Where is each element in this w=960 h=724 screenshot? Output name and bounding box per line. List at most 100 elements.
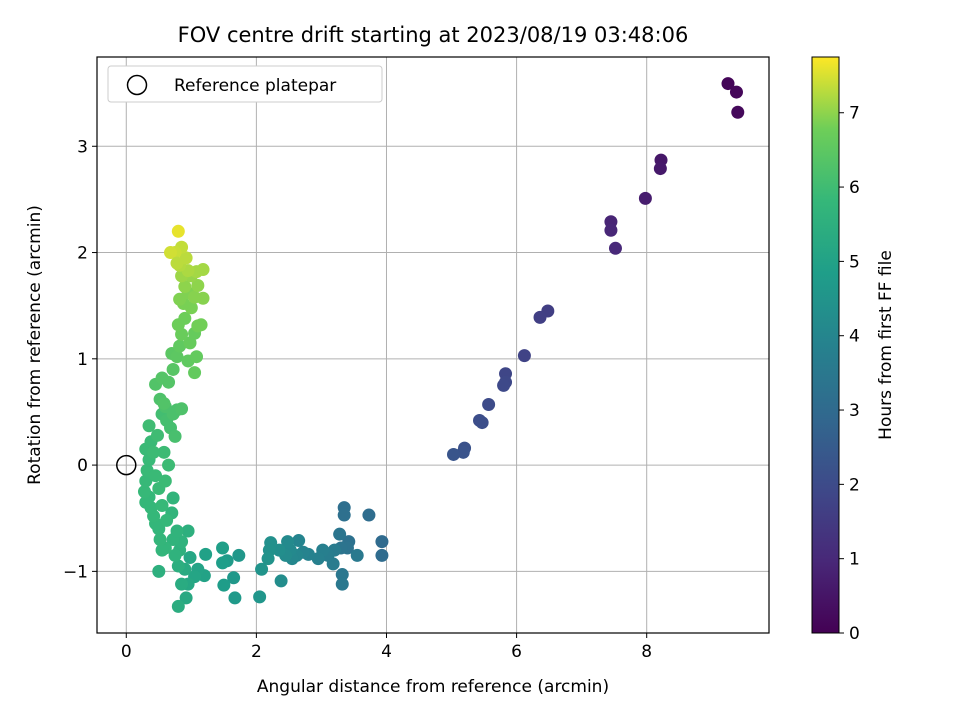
- legend-marker: [126, 74, 148, 96]
- data-point: [168, 548, 182, 562]
- x-tick-label: 8: [641, 642, 652, 662]
- data-point: [179, 591, 193, 605]
- colorbar-tick-label: 5: [849, 252, 860, 272]
- data-point: [216, 556, 230, 570]
- data-point: [311, 552, 325, 566]
- data-point: [375, 535, 389, 549]
- colorbar-ticks: 0 1 2 3 4 5 6 7: [839, 104, 860, 644]
- data-point: [228, 591, 242, 605]
- data-point: [142, 419, 156, 433]
- data-point: [375, 548, 389, 562]
- y-tick-label: 0: [77, 456, 88, 476]
- data-point: [171, 599, 185, 613]
- data-point: [456, 445, 470, 459]
- legend-box: [107, 65, 383, 103]
- data-point: [232, 548, 246, 562]
- scatter-points: [137, 77, 745, 613]
- colorbar-tick-label: 0: [849, 624, 860, 644]
- data-point: [446, 447, 460, 461]
- data-point: [150, 428, 164, 442]
- data-point: [164, 246, 178, 260]
- data-point: [178, 311, 192, 325]
- data-point: [653, 162, 667, 176]
- data-point: [157, 396, 171, 410]
- data-point: [194, 318, 208, 332]
- data-point: [137, 485, 151, 499]
- data-point: [175, 402, 189, 416]
- data-point: [533, 310, 547, 324]
- data-point: [175, 577, 189, 591]
- colorbar-tick-label: 4: [849, 327, 860, 347]
- data-point: [362, 508, 376, 522]
- data-point: [255, 562, 269, 576]
- data-point: [729, 85, 743, 99]
- data-point: [166, 362, 180, 376]
- data-point: [350, 548, 364, 562]
- x-axis-ticks: 0 2 4 6 8: [121, 633, 652, 662]
- data-point: [199, 547, 213, 561]
- data-point: [162, 458, 176, 472]
- data-point: [171, 224, 185, 238]
- data-point: [604, 223, 618, 237]
- data-point: [638, 191, 652, 205]
- data-point: [335, 568, 349, 582]
- colorbar-gradient: [811, 56, 840, 634]
- x-tick-label: 4: [381, 642, 392, 662]
- data-point: [170, 524, 184, 538]
- data-point: [152, 564, 166, 578]
- y-axis-label: Rotation from reference (arcmin): [25, 205, 45, 485]
- reference-platepar-marker: [116, 454, 137, 476]
- data-point: [170, 256, 184, 270]
- data-point: [139, 474, 153, 488]
- legend: Reference platepar: [107, 65, 383, 103]
- data-point: [168, 429, 182, 443]
- data-point: [196, 263, 210, 277]
- y-tick-label: 1: [77, 350, 88, 370]
- x-tick-label: 6: [511, 642, 522, 662]
- data-point: [173, 339, 187, 353]
- data-point: [188, 366, 202, 380]
- colorbar-tick-label: 6: [849, 178, 860, 198]
- reference-marker: [116, 454, 137, 476]
- data-point: [274, 574, 288, 588]
- legend-entry-reference-platepar: Reference platepar: [174, 76, 336, 96]
- data-point: [721, 77, 735, 91]
- data-point: [337, 508, 351, 522]
- data-point: [292, 534, 306, 548]
- colorbar-tick-label: 2: [849, 475, 860, 495]
- data-point: [216, 541, 230, 555]
- data-point: [157, 445, 171, 459]
- data-point: [482, 398, 496, 412]
- colorbar-tick-label: 3: [849, 401, 860, 421]
- data-point: [272, 543, 286, 557]
- data-point: [153, 532, 167, 546]
- colorbar-tick-label: 1: [849, 550, 860, 570]
- x-tick-label: 2: [251, 642, 262, 662]
- data-point: [170, 350, 184, 364]
- data-point: [517, 349, 531, 363]
- data-point: [155, 543, 169, 557]
- data-point: [139, 495, 153, 509]
- data-point: [227, 571, 241, 585]
- data-point: [608, 241, 622, 255]
- data-point: [335, 577, 349, 591]
- data-point: [497, 378, 511, 392]
- chart-title: FOV centre drift starting at 2023/08/19 …: [178, 23, 689, 47]
- x-tick-label: 0: [121, 642, 132, 662]
- data-point: [155, 498, 169, 512]
- data-point: [171, 559, 185, 573]
- data-point: [217, 578, 231, 592]
- y-tick-label: −1: [63, 562, 88, 582]
- data-point: [333, 527, 347, 541]
- data-point: [261, 552, 275, 566]
- data-point: [178, 280, 192, 294]
- y-tick-label: 2: [77, 244, 88, 264]
- data-point: [149, 469, 163, 483]
- data-point: [162, 375, 176, 389]
- colorbar-label: Hours from first FF file: [876, 250, 896, 440]
- data-point: [190, 350, 204, 364]
- grid-lines: [97, 57, 769, 633]
- data-point: [147, 445, 161, 459]
